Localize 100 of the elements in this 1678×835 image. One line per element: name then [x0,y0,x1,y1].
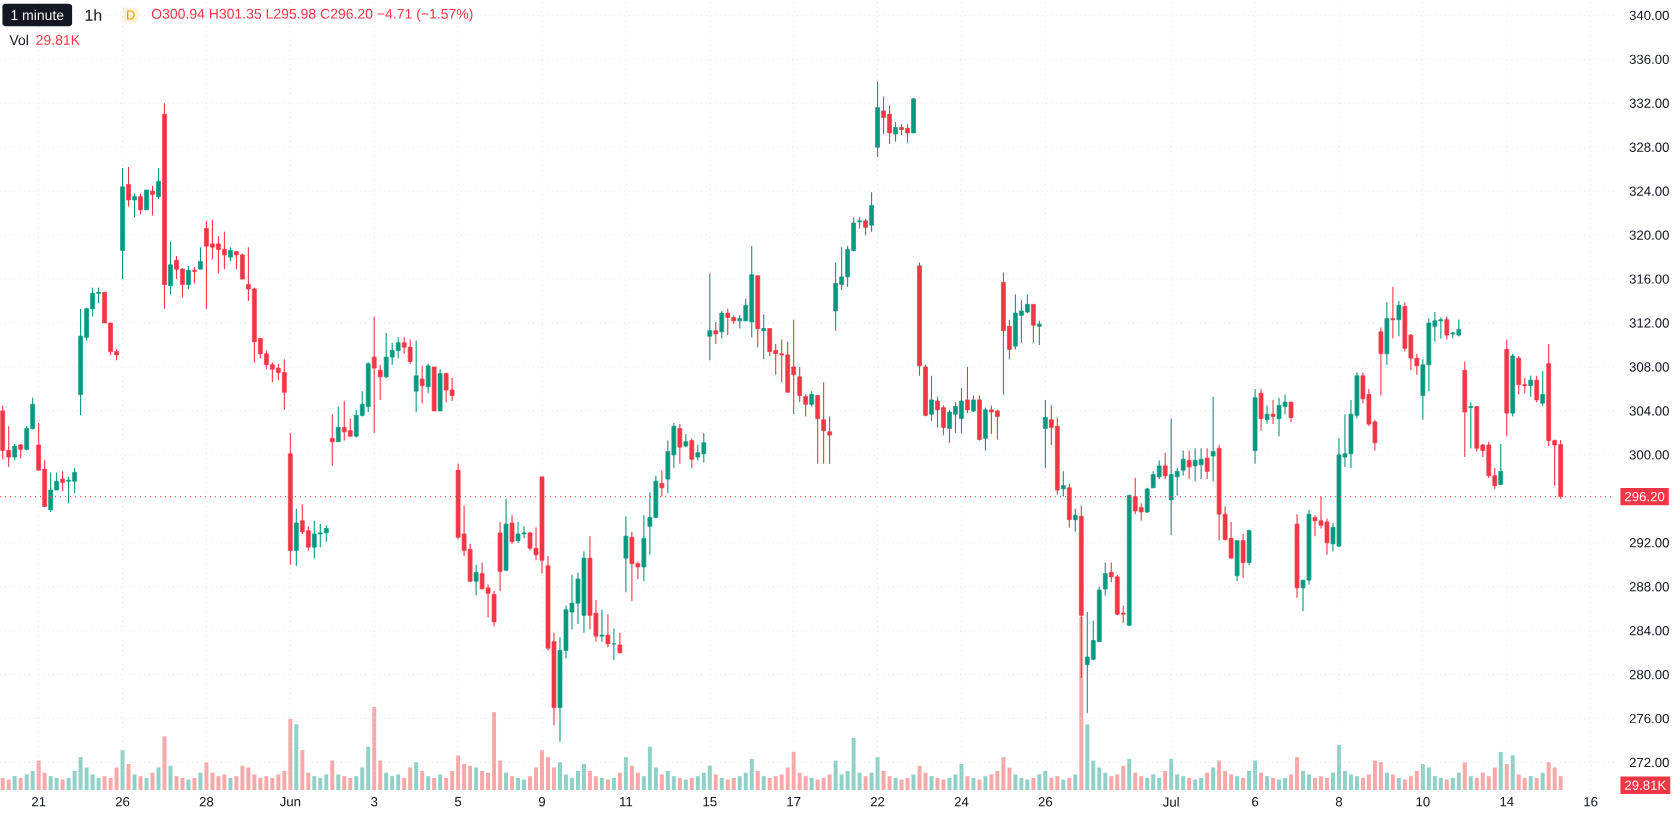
bar [1366,774,1371,790]
bar [1013,774,1018,790]
bar [1378,762,1383,790]
bar [354,776,359,790]
bar [575,770,580,790]
candlestick [413,340,419,413]
candlestick [1043,399,1048,469]
candlestick [677,423,683,465]
bar [1528,776,1533,790]
bar [689,777,694,790]
bar [1307,774,1311,790]
candlestick [1031,303,1036,344]
bar [348,777,353,790]
bar [270,777,275,790]
candlestick [893,121,898,143]
candlestick [1468,401,1474,449]
bar [581,764,586,790]
y-tick-label: 316.00 [1629,274,1669,284]
bar [1408,776,1413,790]
text: 29.81K [1625,780,1667,790]
y-tick-label: 308.00 [1629,362,1669,372]
bar [558,762,562,790]
bar [731,777,736,790]
y-tick-label: 280.00 [1629,669,1669,680]
candlestick [1061,470,1066,498]
bar [24,774,29,790]
bar [1450,777,1455,790]
bar [1139,776,1144,790]
bar [546,757,550,790]
candlestick [1072,508,1078,533]
bar [1187,777,1192,790]
bar [1486,776,1491,790]
bar [857,772,862,790]
bar [1277,779,1282,790]
candlestick [1534,375,1540,403]
bar [1414,770,1419,790]
bar [845,770,850,790]
bar [869,772,874,790]
candlestick [821,381,826,465]
bar [60,779,65,790]
bar [1289,774,1294,790]
bar [504,772,509,790]
x-tick-label: 6 [1252,797,1259,807]
chart-title: 1h [85,9,102,21]
candlestick [509,514,515,545]
candlestick [1270,399,1276,425]
bar [240,765,245,790]
bar [1199,777,1204,790]
bar [1133,772,1138,790]
bar [1091,760,1096,790]
bar [54,777,59,790]
bar [1121,765,1126,790]
bar [246,767,251,790]
bar [1157,777,1162,790]
x-tick-label: Jun [279,797,301,807]
annotation: 1 minute [11,9,64,21]
bar [1336,745,1341,790]
candlestick [168,241,173,295]
y-tick-label: 304.00 [1629,406,1669,416]
bar [438,774,443,790]
y-tick-label: 336.00 [1629,54,1669,64]
x-tick-label: Jul [1162,797,1179,807]
bar [84,767,89,790]
candlestick [761,313,767,360]
bar [486,772,491,790]
bar [947,777,952,790]
bar [779,774,784,790]
bar [6,779,11,790]
bar [653,767,658,790]
bar [953,774,958,790]
bar [761,776,766,790]
candlestick [1186,449,1192,480]
bar [1235,776,1240,790]
bar [1396,777,1401,790]
bar [617,772,622,790]
bar [390,776,395,790]
x-tick-label: 26 [1038,797,1053,807]
bar [138,776,143,790]
bar [905,777,910,790]
bar [1534,777,1539,790]
bar [1444,779,1449,790]
bar [1265,776,1270,790]
bar [498,760,503,790]
bar [1283,777,1288,790]
bar [1558,776,1563,790]
bar [725,779,730,790]
bar [408,767,413,790]
candlestick [1390,286,1396,339]
bar [875,757,880,790]
bar [1432,776,1437,790]
y-tick-label: 284.00 [1629,625,1669,636]
bar [1115,774,1120,790]
bar [318,777,323,790]
y-tick-label: 324.00 [1629,186,1669,196]
bar [1516,774,1521,790]
y-tick-label: 320.00 [1629,230,1669,240]
bar [1331,772,1335,790]
x-tick-label: 14 [1500,797,1514,807]
bar [1546,762,1551,790]
candlestick [1264,404,1270,425]
